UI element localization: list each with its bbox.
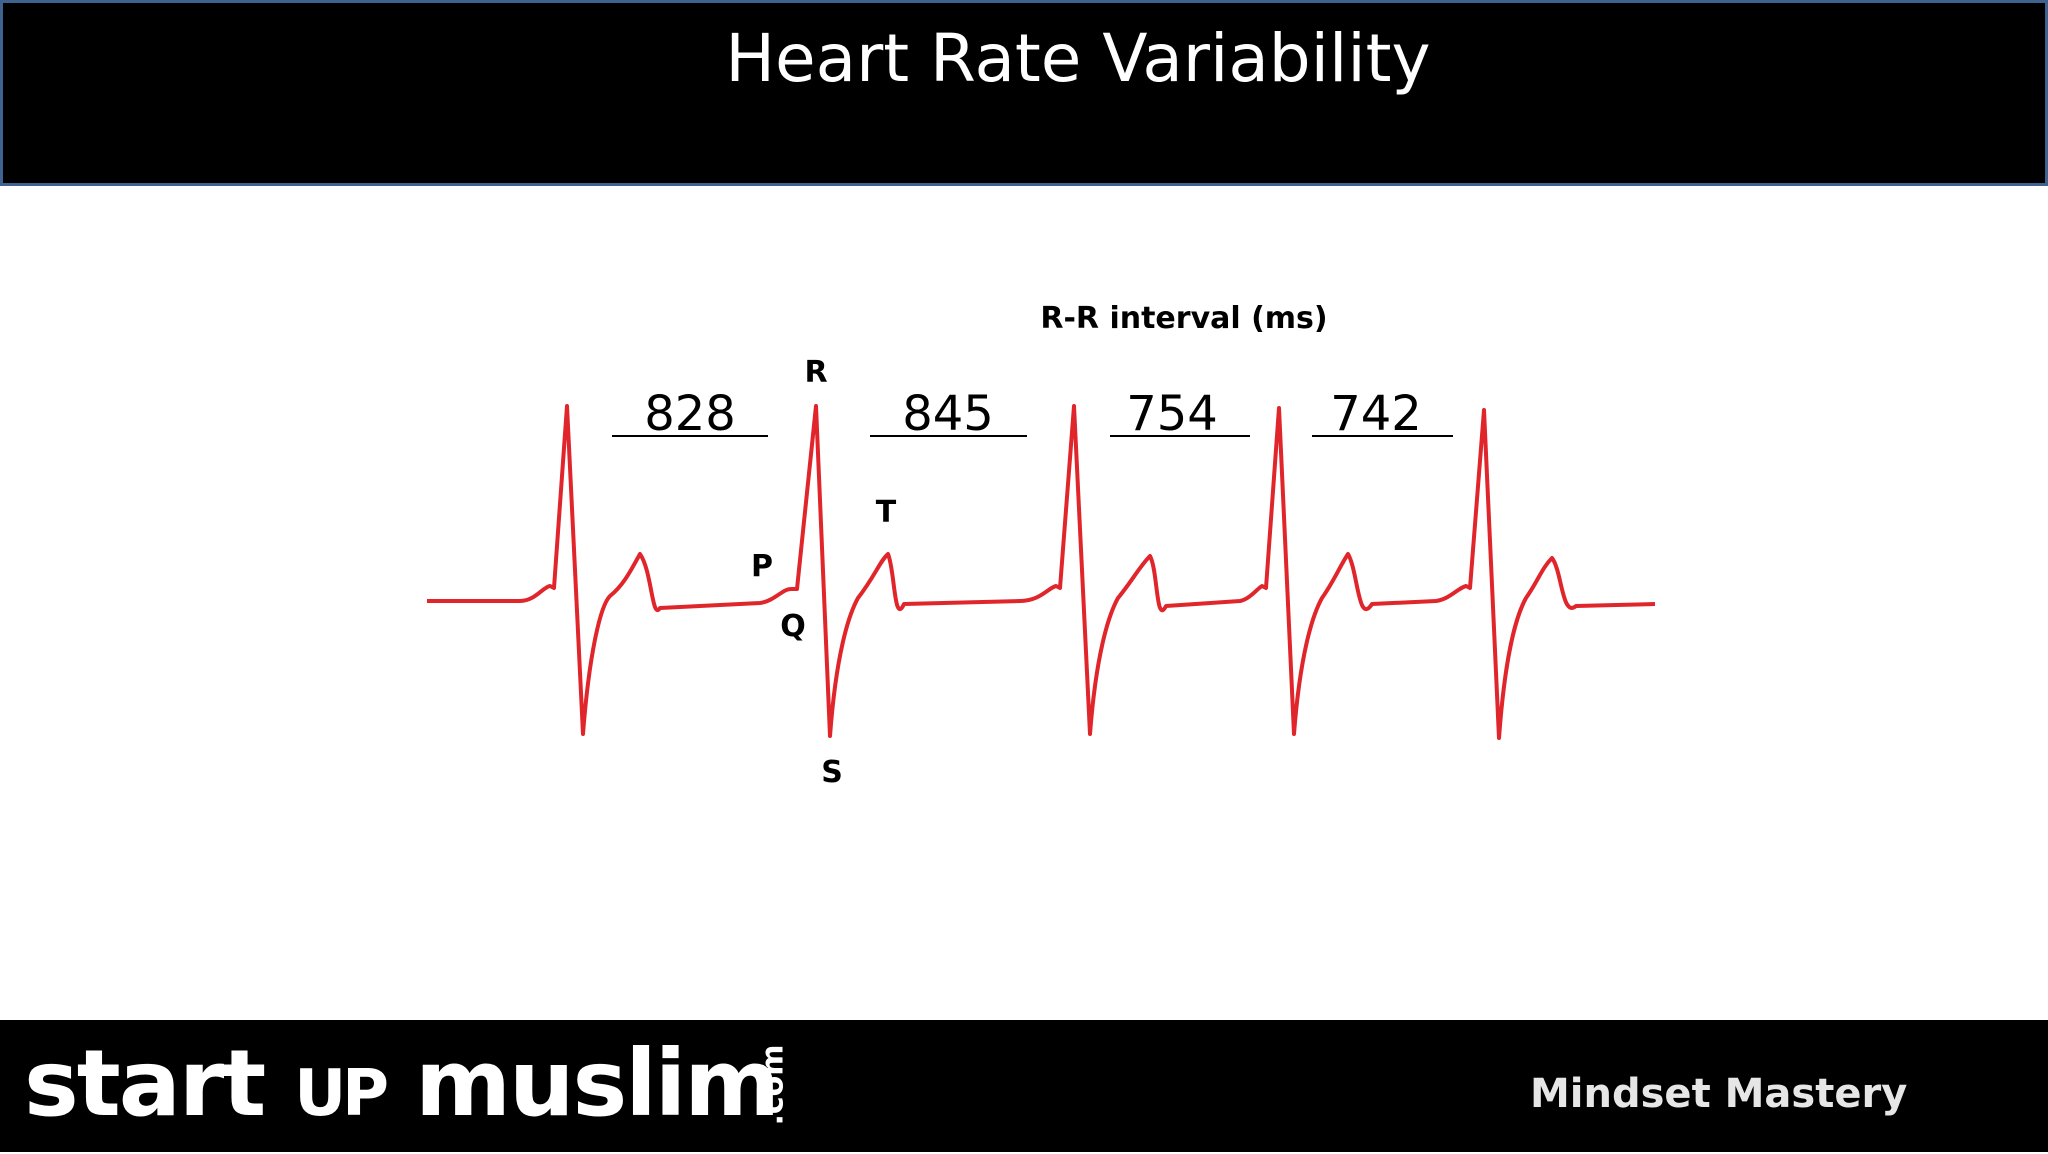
wave-label-s: S xyxy=(821,755,843,790)
wave-label-p: P xyxy=(751,549,773,584)
brand-dotcom-text: .com xyxy=(755,1044,791,1126)
slide-title: Heart Rate Variability xyxy=(725,20,1431,97)
rr-interval-value: 754 xyxy=(1126,386,1218,442)
footer-bar: start UP muslim .com Mindset Mastery xyxy=(0,1020,2048,1152)
brand-start: start xyxy=(24,1030,266,1137)
ecg-trace xyxy=(427,404,1656,740)
tagline: Mindset Mastery xyxy=(1530,1071,1908,1117)
ecg-diagram: 828 845 754 742 R-R interval (ms) R T P … xyxy=(0,186,2048,1020)
rr-interval-heading: R-R interval (ms) xyxy=(1040,301,1327,336)
brand-dotcom: .com xyxy=(728,1040,818,1130)
rr-interval-value: 845 xyxy=(902,386,994,442)
title-bar: Heart Rate Variability xyxy=(0,0,2048,186)
wave-label-r: R xyxy=(804,355,827,390)
rr-interval-value: 742 xyxy=(1330,386,1422,442)
wave-label-q: Q xyxy=(780,609,806,644)
brand-logo: start UP muslim xyxy=(24,1024,780,1154)
brand-up: UP xyxy=(294,1057,389,1131)
ecg-svg: 828 845 754 742 R-R interval (ms) R T P … xyxy=(427,301,1656,790)
brand-muslim: muslim xyxy=(415,1030,780,1137)
rr-interval-value: 828 xyxy=(644,386,736,442)
wave-label-t: T xyxy=(876,495,897,530)
